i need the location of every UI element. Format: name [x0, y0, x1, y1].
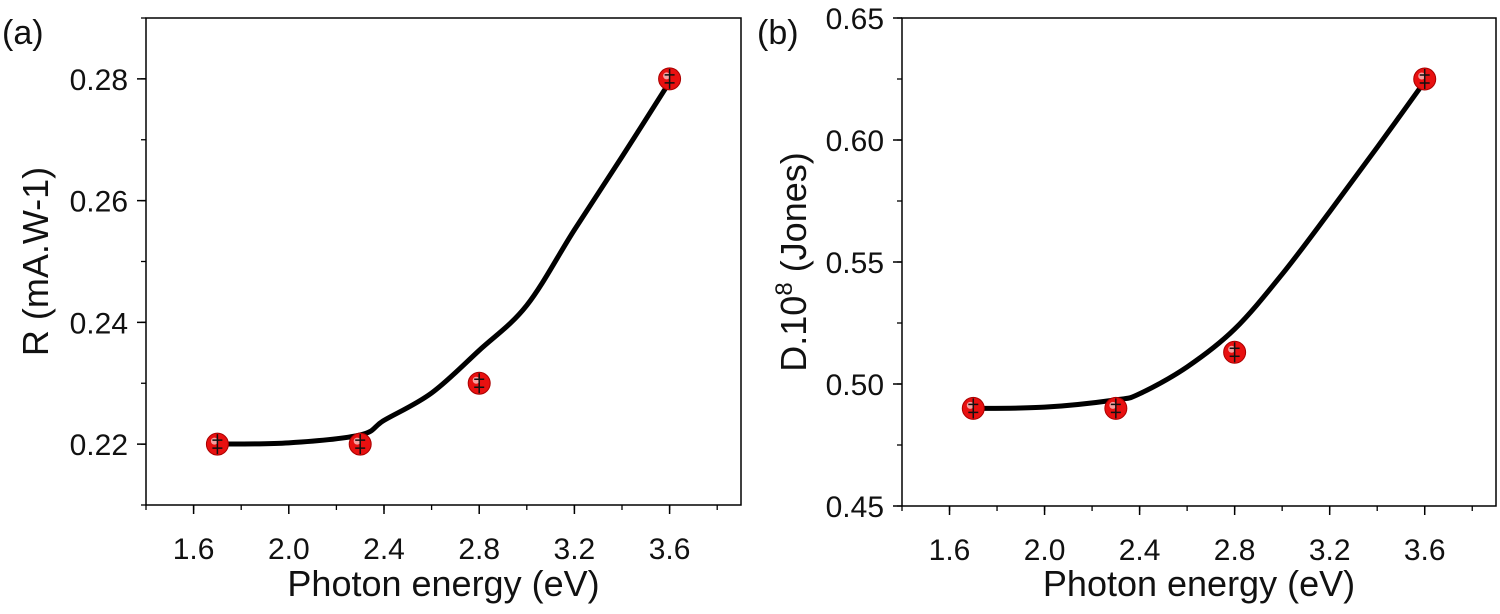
data-point	[1223, 340, 1247, 364]
x-axis-label: Photon energy (eV)	[287, 563, 599, 604]
x-axis-label: Photon energy (eV)	[1043, 563, 1355, 604]
x-tick-label: 3.6	[1404, 534, 1446, 567]
x-tick-label: 2.4	[363, 533, 405, 566]
data-point	[205, 432, 229, 456]
x-tick-label: 3.2	[554, 533, 596, 566]
plot-frame	[145, 17, 742, 506]
x-tick-label: 3.2	[1309, 534, 1351, 567]
y-tick-label: 0.45	[826, 491, 884, 524]
data-point	[1413, 67, 1437, 91]
y-tick-label: 0.55	[826, 247, 884, 280]
x-tick-label: 2.0	[1024, 534, 1066, 567]
panel-a: (a) 1.6 2.0 2.4 2.8 3.2 3.6 0.22 0.24 0.26 0.28 Pho…	[2, 14, 742, 604]
x-tick-label: 1.6	[173, 533, 215, 566]
fit-curve	[973, 79, 1427, 411]
y-label-superscript: 8	[771, 282, 798, 295]
x-tick-label: 2.4	[1119, 534, 1161, 567]
y-label-main: R (mA.W-1)	[15, 167, 56, 356]
x-tick-label: 2.8	[458, 533, 500, 566]
y-tick-label: 0.24	[70, 307, 128, 340]
data-point	[658, 67, 682, 91]
y-tick-label: 0.60	[826, 125, 884, 158]
data-point	[1104, 396, 1128, 420]
y-label-unit: (Jones)	[773, 152, 814, 282]
panel-b: (b) 1.6 2.0 2.4 2.8 3.2 3.6 0.45 0.50 0.55 0.60 0.6…	[757, 3, 1497, 604]
data-point	[467, 371, 491, 395]
y-tick-label: 0.50	[826, 369, 884, 402]
y-tick-label: 0.28	[70, 64, 128, 97]
y-tick-label: 0.26	[70, 186, 128, 219]
x-tick-label: 1.6	[929, 534, 971, 567]
fit-curve	[217, 80, 672, 447]
data-point	[348, 432, 372, 456]
panel-label: (a)	[2, 14, 44, 52]
data-point	[961, 396, 985, 420]
y-label-main: D.10	[773, 296, 814, 372]
y-tick-label: 0.22	[70, 429, 128, 462]
panel-label: (b)	[757, 14, 799, 52]
y-axis-label: R (mA.W-1)	[15, 167, 56, 356]
plot-frame	[901, 17, 1497, 507]
x-tick-label: 2.8	[1214, 534, 1256, 567]
x-tick-label: 3.6	[649, 533, 691, 566]
y-tick-label: 0.65	[826, 3, 884, 36]
x-tick-label: 2.0	[268, 533, 310, 566]
y-axis-label: D.108 (Jones)	[771, 152, 814, 371]
